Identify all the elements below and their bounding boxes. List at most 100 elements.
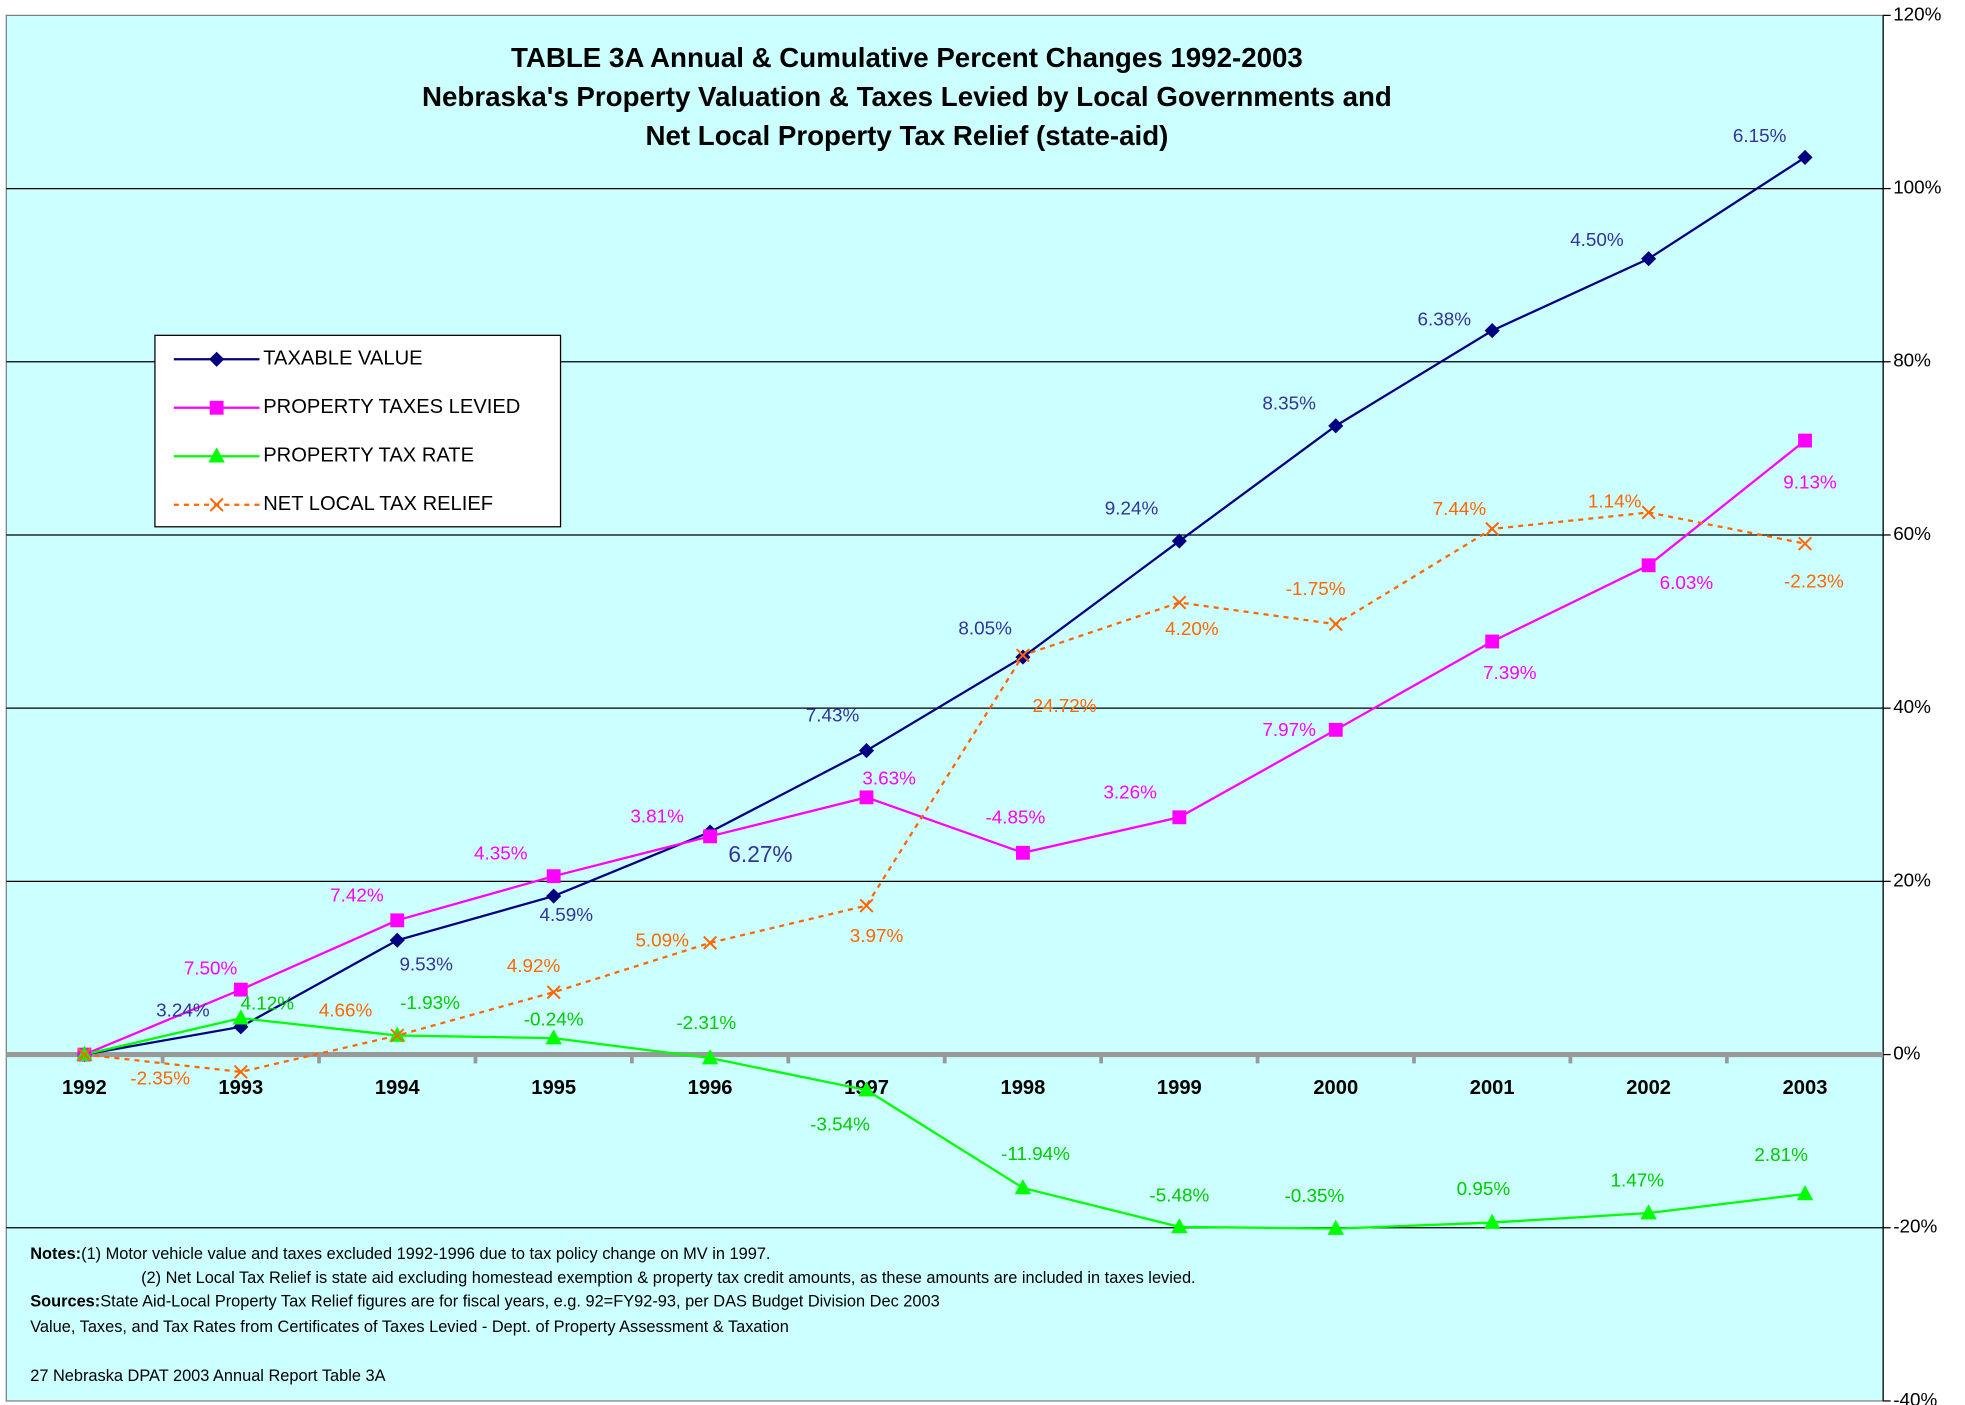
data-label: -1.75% (1286, 579, 1346, 600)
data-label: 2.81% (1754, 1145, 1808, 1166)
data-label: 7.43% (806, 706, 860, 727)
marker (701, 1049, 719, 1065)
legend: TAXABLE VALUE PROPERTY TAXES LEVIED PROPER… (154, 334, 562, 528)
marker (233, 1064, 248, 1079)
y-tick-label: 60% (1893, 524, 1931, 545)
legend-label: TAXABLE VALUE (263, 348, 422, 370)
data-label: 8.35% (1262, 393, 1316, 414)
x-tick-label: 1993 (218, 1077, 263, 1099)
data-label: 24.72% (1032, 696, 1096, 717)
data-label: -3.54% (810, 1114, 870, 1135)
legend-marker (209, 351, 225, 367)
data-label: 9.24% (1105, 499, 1159, 520)
y-tick-label: 100% (1893, 178, 1941, 199)
data-label: -4.85% (985, 808, 1045, 829)
y-tick-label: -40% (1893, 1390, 1937, 1405)
note-text: State Aid-Local Property Tax Relief figu… (100, 1293, 939, 1311)
data-label: 3.26% (1103, 782, 1157, 803)
y-tick-label: -20% (1893, 1217, 1937, 1238)
note-text: (1) Motor vehicle value and taxes exclud… (81, 1245, 770, 1263)
legend-marker (208, 447, 225, 463)
marker (232, 1009, 250, 1025)
data-label: 9.53% (399, 954, 453, 975)
marker (1641, 558, 1656, 573)
data-label: 4.66% (319, 1001, 373, 1022)
data-label: 4.35% (474, 844, 528, 865)
data-label: -5.48% (1149, 1186, 1209, 1207)
note-text: Value, Taxes, and Tax Rates from Certifi… (30, 1318, 789, 1336)
marker (1484, 323, 1500, 339)
x-tick-label: 2002 (1626, 1077, 1671, 1099)
data-label: 9.13% (1783, 472, 1837, 493)
marker (1485, 521, 1500, 536)
marker (1485, 634, 1500, 649)
marker (1640, 1204, 1657, 1220)
marker (1171, 533, 1187, 549)
notes: Notes:(1) Motor vehicle value and taxes … (30, 1245, 1195, 1385)
marker (1641, 505, 1656, 520)
legend-label: PROPERTY TAX RATE (263, 445, 474, 467)
series-line (83, 439, 1806, 1056)
marker (1014, 1179, 1032, 1195)
note: Notes:(1) Motor vehicle value and taxes … (30, 1245, 770, 1263)
x-tick-label: 1998 (1001, 1077, 1046, 1099)
data-label: 0.95% (1457, 1179, 1511, 1200)
legend-label: NET LOCAL TAX RELIEF (263, 493, 493, 515)
data-label: 4.20% (1165, 619, 1219, 640)
data-label: 4.12% (241, 993, 295, 1014)
data-label: 7.42% (330, 885, 384, 906)
data-label: 7.44% (1433, 499, 1487, 520)
x-tick-label: 1999 (1157, 1077, 1202, 1099)
marker (390, 913, 405, 928)
chart-title: TABLE 3A Annual & Cumulative Percent Cha… (511, 42, 1303, 73)
data-label: 6.15% (1733, 126, 1787, 147)
data-label: 6.27% (728, 841, 792, 867)
series-line (84, 511, 1806, 1074)
marker (233, 982, 248, 997)
x-tick-label: 1994 (375, 1077, 421, 1099)
data-label: 3.97% (850, 926, 904, 947)
y-tick-label: 0% (1893, 1044, 1920, 1065)
series-line (84, 156, 1806, 1056)
note: Sources:State Aid-Local Property Tax Rel… (30, 1293, 939, 1311)
marker (390, 1028, 405, 1043)
marker (859, 790, 874, 805)
x-tick-label: 2001 (1470, 1077, 1515, 1099)
marker (1327, 1219, 1344, 1235)
chart-title: Nebraska's Property Valuation & Taxes Le… (422, 81, 1392, 112)
x-tick-label: 1996 (688, 1077, 733, 1099)
data-label: -2.35% (130, 1068, 190, 1089)
marker (1015, 648, 1030, 663)
data-label: 7.97% (1262, 720, 1316, 741)
marker (703, 935, 718, 950)
data-label: -0.24% (524, 1009, 584, 1030)
x-tick-label: 1995 (531, 1077, 576, 1099)
note-text: (2) Net Local Tax Relief is state aid ex… (141, 1269, 1196, 1287)
data-label: -1.93% (400, 993, 460, 1014)
x-tick-label: 1992 (62, 1077, 107, 1099)
marker (546, 985, 561, 1000)
data-label: -2.23% (1784, 572, 1844, 593)
marker (545, 1029, 562, 1045)
data-label: 3.63% (862, 769, 916, 790)
marker (1171, 1218, 1188, 1234)
marker (1798, 536, 1813, 551)
chart-title: Net Local Property Tax Relief (state-aid… (645, 120, 1168, 151)
marker (1015, 649, 1031, 665)
note: Value, Taxes, and Tax Rates from Certifi… (30, 1318, 789, 1336)
marker (546, 869, 561, 884)
data-label: 4.92% (507, 956, 561, 977)
marker (1328, 722, 1343, 737)
marker (1328, 418, 1344, 434)
marker (546, 888, 562, 904)
legend-marker (209, 497, 224, 512)
data-label: 6.38% (1418, 310, 1472, 331)
marker (858, 1081, 875, 1097)
data-label: -2.31% (676, 1013, 736, 1034)
note: 27 Nebraska DPAT 2003 Annual Report Tabl… (30, 1367, 385, 1385)
data-label: 5.09% (635, 931, 689, 952)
note-label: Sources: (30, 1293, 100, 1311)
legend-marker (209, 400, 224, 415)
data-label: 7.50% (184, 958, 238, 979)
note: (2) Net Local Tax Relief is state aid ex… (141, 1269, 1196, 1287)
